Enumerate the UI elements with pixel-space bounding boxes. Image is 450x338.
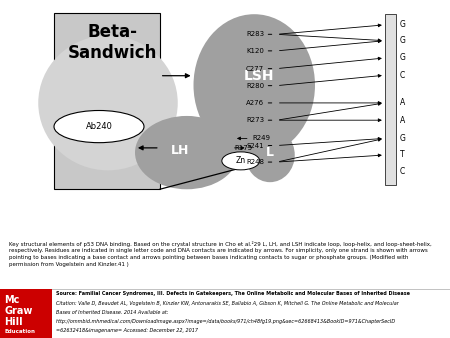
Text: http://ommbid.mhmedical.com/Downloadimage.aspx?image=/data/books/971/ch48fg19.pn: http://ommbid.mhmedical.com/Downloadimag… xyxy=(56,319,396,324)
Text: C277: C277 xyxy=(246,66,264,72)
Ellipse shape xyxy=(54,111,144,143)
Bar xyxy=(0,289,52,338)
Bar xyxy=(54,13,160,189)
Text: A: A xyxy=(400,116,405,125)
Text: Key structural elements of p53 DNA binding. Based on the crystal structure in Ch: Key structural elements of p53 DNA bindi… xyxy=(9,241,432,267)
Ellipse shape xyxy=(38,35,178,170)
Bar xyxy=(385,14,396,185)
Text: R273: R273 xyxy=(246,117,264,123)
Text: A: A xyxy=(400,98,405,107)
Text: A276: A276 xyxy=(246,100,264,106)
Text: C: C xyxy=(400,71,405,80)
Text: R249: R249 xyxy=(252,136,270,141)
Text: R280: R280 xyxy=(246,83,264,89)
Text: Hill: Hill xyxy=(4,317,23,328)
Text: K120: K120 xyxy=(246,48,264,54)
Text: R248: R248 xyxy=(246,159,264,165)
Text: G: G xyxy=(400,36,405,45)
Text: Education: Education xyxy=(4,329,36,334)
Text: Mc: Mc xyxy=(4,295,20,305)
Text: Zn: Zn xyxy=(236,156,246,165)
Ellipse shape xyxy=(194,14,315,156)
Text: G: G xyxy=(400,53,405,63)
Text: Ab240: Ab240 xyxy=(86,122,112,131)
Ellipse shape xyxy=(135,116,238,189)
Text: C: C xyxy=(400,167,405,176)
Text: Bases of Inherited Disease. 2014 Available at:: Bases of Inherited Disease. 2014 Availab… xyxy=(56,310,169,315)
Text: Source: Familial Cancer Syndromes, III. Defects in Gatekeepers, The Online Metab: Source: Familial Cancer Syndromes, III. … xyxy=(56,291,410,296)
Text: R175: R175 xyxy=(234,145,252,151)
Ellipse shape xyxy=(245,128,295,182)
Text: T: T xyxy=(400,150,404,160)
Text: G: G xyxy=(400,134,405,143)
Text: G: G xyxy=(400,20,405,29)
Text: Beta-
Sandwich: Beta- Sandwich xyxy=(68,23,157,62)
Text: R283: R283 xyxy=(246,31,264,37)
Ellipse shape xyxy=(222,152,260,170)
Text: LSH: LSH xyxy=(243,69,274,83)
Text: Graw: Graw xyxy=(4,306,33,316)
Text: =62632418&imagename= Accessed: December 22, 2017: =62632418&imagename= Accessed: December … xyxy=(56,328,198,333)
Text: S241: S241 xyxy=(247,143,264,148)
Text: LH: LH xyxy=(171,144,189,157)
Text: L: L xyxy=(266,146,274,159)
Text: Citation: Valle D, Beaudet AL, Vogelstein B, Kinzler KW, Antonarakis SE, Ballabi: Citation: Valle D, Beaudet AL, Vogelstei… xyxy=(56,300,399,306)
